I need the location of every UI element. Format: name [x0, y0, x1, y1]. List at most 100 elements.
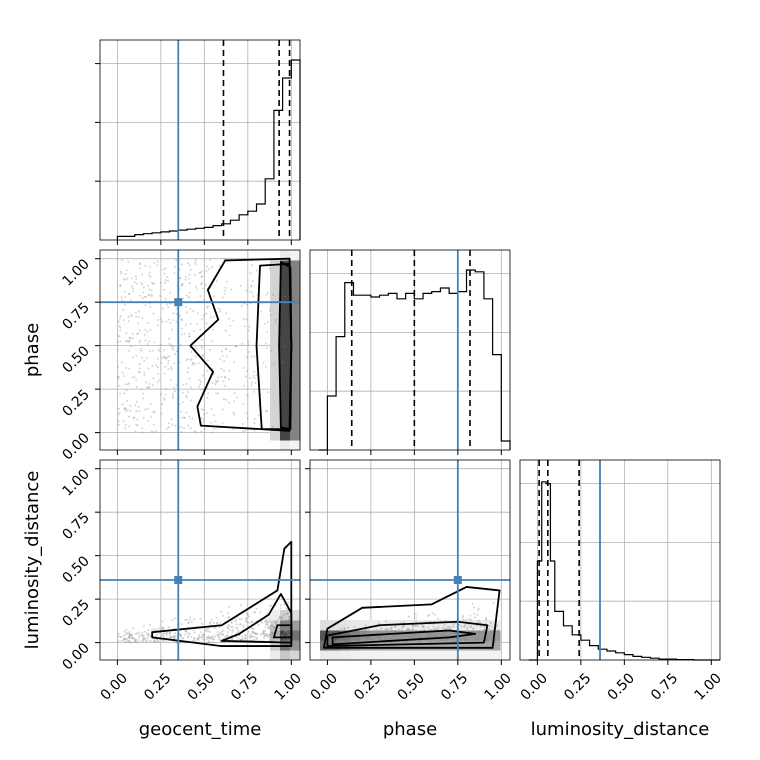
panel-geocent_time-vs-phase-sample-point	[225, 398, 228, 401]
panel-geocent_time-vs-luminosity_distance-sample-point	[142, 624, 145, 627]
panel-geocent_time-vs-phase-sample-point	[161, 403, 164, 406]
panel-geocent_time-vs-phase-sample-point	[275, 318, 278, 321]
panel-geocent_time-vs-luminosity_distance-sample-point	[253, 611, 256, 614]
panel-geocent_time-vs-phase-density-cell	[270, 400, 281, 411]
panel-phase-vs-luminosity_distance-sample-point	[394, 625, 397, 628]
panel-geocent_time-vs-phase-sample-point	[173, 265, 176, 268]
panel-geocent_time-vs-luminosity_distance-sample-point	[265, 619, 268, 622]
panel-geocent_time-vs-luminosity_distance-sample-point	[207, 635, 210, 638]
panel-phase-vs-luminosity_distance-sample-point	[416, 640, 419, 643]
panel-phase-vs-luminosity_distance-sample-point	[434, 628, 437, 631]
panel-phase-vs-luminosity_distance-sample-point	[476, 632, 479, 635]
panel-geocent_time-vs-phase-sample-point	[141, 431, 144, 434]
panel-phase-vs-luminosity_distance-sample-point	[477, 608, 480, 611]
hist-phase-border	[309, 249, 511, 451]
panel-geocent_time-vs-luminosity_distance-sample-point	[279, 638, 282, 641]
panel-geocent_time-vs-luminosity_distance-sample-point	[235, 623, 238, 626]
panel-geocent_time-vs-phase-sample-point	[205, 412, 208, 415]
panel-phase-vs-luminosity_distance-sample-point	[414, 624, 417, 627]
panel-geocent_time-vs-luminosity_distance-sample-point	[174, 641, 177, 644]
panel-geocent_time-vs-luminosity_distance-sample-point	[287, 601, 290, 604]
panel-phase-vs-luminosity_distance-sample-point	[477, 630, 480, 633]
xlabel-luminosity-distance: luminosity_distance	[531, 719, 710, 740]
panel-phase-vs-luminosity_distance-density-cell	[320, 630, 331, 641]
panel-geocent_time-vs-phase-sample-point	[268, 306, 271, 309]
panel-geocent_time-vs-luminosity_distance-sample-point	[208, 641, 211, 644]
panel-geocent_time-vs-luminosity_distance-sample-point	[206, 637, 209, 640]
panel-geocent_time-vs-phase-density-cell	[290, 330, 301, 341]
panel-phase-vs-luminosity_distance-sample-point	[341, 629, 344, 632]
panel-geocent_time-vs-luminosity_distance-sample-point	[169, 631, 172, 634]
panel-geocent_time-vs-luminosity_distance-sample-point	[261, 632, 264, 635]
panel-geocent_time-vs-phase-sample-point	[180, 426, 183, 429]
panel-phase-vs-luminosity_distance-sample-point	[379, 638, 382, 641]
panel-geocent_time-vs-luminosity_distance-sample-point	[130, 633, 133, 636]
panel-geocent_time-vs-phase-sample-point	[127, 320, 130, 323]
panel-geocent_time-vs-phase-sample-point	[202, 418, 205, 421]
panel-phase-vs-luminosity_distance-sample-point	[406, 628, 409, 631]
hist-geocent_time-border	[99, 39, 301, 241]
panel-geocent_time-vs-phase-sample-point	[255, 269, 258, 272]
panel-geocent_time-vs-phase-sample-point	[200, 345, 203, 348]
panel-geocent_time-vs-phase-sample-point	[173, 272, 176, 275]
panel-phase-vs-luminosity_distance-sample-point	[416, 633, 419, 636]
panel-geocent_time-vs-phase-density-cell	[270, 350, 281, 361]
panel-geocent_time-vs-phase-sample-point	[125, 339, 128, 342]
panel-geocent_time-vs-luminosity_distance-sample-point	[197, 638, 200, 641]
panel-geocent_time-vs-phase-sample-point	[206, 369, 209, 372]
panel-geocent_time-vs-phase-sample-point	[124, 408, 127, 411]
panel-geocent_time-vs-luminosity_distance-border	[99, 459, 301, 661]
panel-phase-vs-luminosity_distance-sample-point	[403, 635, 406, 638]
panel-geocent_time-vs-luminosity_distance-sample-point	[141, 640, 144, 643]
panel-geocent_time-vs-luminosity_distance-sample-point	[267, 626, 270, 629]
panel-geocent_time-vs-phase-sample-point	[119, 270, 122, 273]
panel-geocent_time-vs-phase-sample-point	[164, 387, 167, 390]
panel-geocent_time-vs-luminosity_distance-sample-point	[157, 627, 160, 630]
panel-geocent_time-vs-phase-sample-point	[268, 309, 271, 312]
panel-geocent_time-vs-luminosity_distance-sample-point	[172, 636, 175, 639]
panel-geocent_time-vs-luminosity_distance-sample-point	[119, 636, 122, 639]
panel-geocent_time-vs-phase-sample-point	[241, 422, 244, 425]
panel-phase-vs-luminosity_distance-sample-point	[369, 637, 372, 640]
panel-geocent_time-vs-luminosity_distance-sample-point	[250, 633, 253, 636]
panel-geocent_time-vs-luminosity_distance-sample-point	[271, 633, 274, 636]
panel-geocent_time-vs-luminosity_distance-sample-point	[170, 636, 173, 639]
panel-phase-vs-luminosity_distance-sample-point	[376, 636, 379, 639]
panel-phase-vs-luminosity_distance-sample-point	[424, 639, 427, 642]
panel-geocent_time-vs-luminosity_distance-sample-point	[131, 636, 134, 639]
panel-geocent_time-vs-phase-sample-point	[181, 327, 184, 330]
panel-geocent_time-vs-luminosity_distance-sample-point	[235, 619, 238, 622]
panel-geocent_time-vs-phase-sample-point	[168, 342, 171, 345]
panel-phase-vs-luminosity_distance-sample-point	[359, 639, 362, 642]
panel-geocent_time-vs-phase-sample-point	[179, 277, 182, 280]
panel-phase-vs-luminosity_distance-sample-point	[390, 626, 393, 629]
panel-geocent_time-vs-luminosity_distance-sample-point	[231, 626, 234, 629]
panel-geocent_time-vs-luminosity_distance-sample-point	[240, 638, 243, 641]
panel-phase-vs-luminosity_distance-sample-point	[430, 632, 433, 635]
panel-geocent_time-vs-phase-sample-point	[215, 280, 218, 283]
panel-phase-vs-luminosity_distance-density-cell	[380, 630, 391, 641]
panel-geocent_time-vs-phase-sample-point	[142, 286, 145, 289]
panel-geocent_time-vs-luminosity_distance-sample-point	[165, 632, 168, 635]
panel-geocent_time-vs-phase-sample-point	[168, 422, 171, 425]
panel-phase-vs-luminosity_distance-sample-point	[496, 624, 499, 627]
panel-geocent_time-vs-luminosity_distance-ytick-label: 0.00	[59, 640, 92, 673]
panel-geocent_time-vs-luminosity_distance-xtick-label: 0.00	[98, 670, 131, 703]
panel-geocent_time-vs-phase-sample-point	[202, 421, 205, 424]
panel-geocent_time-vs-phase-density-cell	[270, 340, 281, 351]
panel-geocent_time-vs-luminosity_distance-sample-point	[199, 617, 202, 620]
panel-phase-vs-luminosity_distance-sample-point	[340, 637, 343, 640]
panel-geocent_time-vs-luminosity_distance-sample-point	[193, 637, 196, 640]
panel-phase-vs-luminosity_distance-sample-point	[487, 638, 490, 641]
panel-geocent_time-vs-phase-sample-point	[163, 396, 166, 399]
panel-geocent_time-vs-phase-ytick-label: 0.00	[59, 430, 92, 463]
hist-geocent_time-step	[116, 59, 301, 240]
panel-geocent_time-vs-phase-sample-point	[228, 401, 231, 404]
panel-geocent_time-vs-phase-sample-point	[225, 312, 228, 315]
panel-geocent_time-vs-luminosity_distance-sample-point	[285, 630, 288, 633]
panel-geocent_time-vs-luminosity_distance-sample-point	[216, 622, 219, 625]
panel-geocent_time-vs-luminosity_distance-sample-point	[145, 639, 148, 642]
panel-geocent_time-vs-luminosity_distance-sample-point	[244, 637, 247, 640]
panel-phase-vs-luminosity_distance-sample-point	[476, 620, 479, 623]
